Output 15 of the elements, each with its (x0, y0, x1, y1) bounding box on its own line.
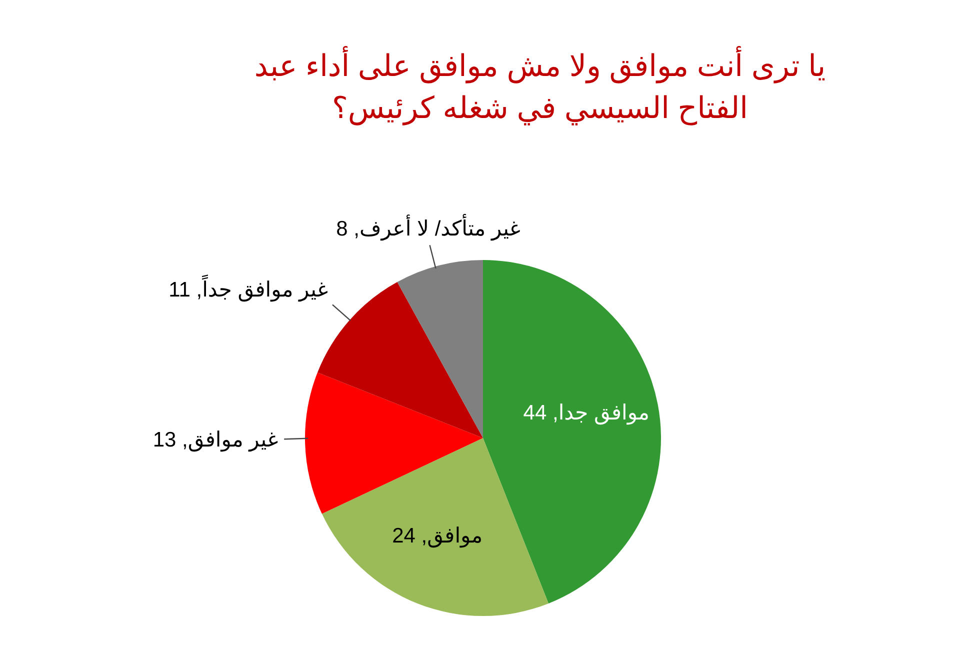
slice-label: غير موافق (188, 428, 278, 452)
data-label: , 24 (392, 524, 428, 548)
pie-slice (322, 438, 549, 616)
data-label: , 8 (336, 217, 360, 240)
chart-title: يا ترى أنت موافق ولا مش موافق على أداء عبد الفتاح السيسي في شغله كرئيس؟ (253, 46, 827, 128)
pie-slice (397, 260, 483, 438)
pie-slice (483, 260, 661, 604)
slice-label: غير متأكد/ لا أعرف (359, 213, 520, 242)
slice-label: غير موافق جداً (202, 274, 328, 303)
data-label: , 13 (152, 428, 188, 452)
data-label: , 44 (523, 401, 558, 424)
slice-label: موافق (427, 524, 483, 549)
data-label: , 11 (168, 278, 202, 302)
slice-label: موافق جدا (558, 401, 650, 426)
pie-slice (305, 372, 483, 514)
